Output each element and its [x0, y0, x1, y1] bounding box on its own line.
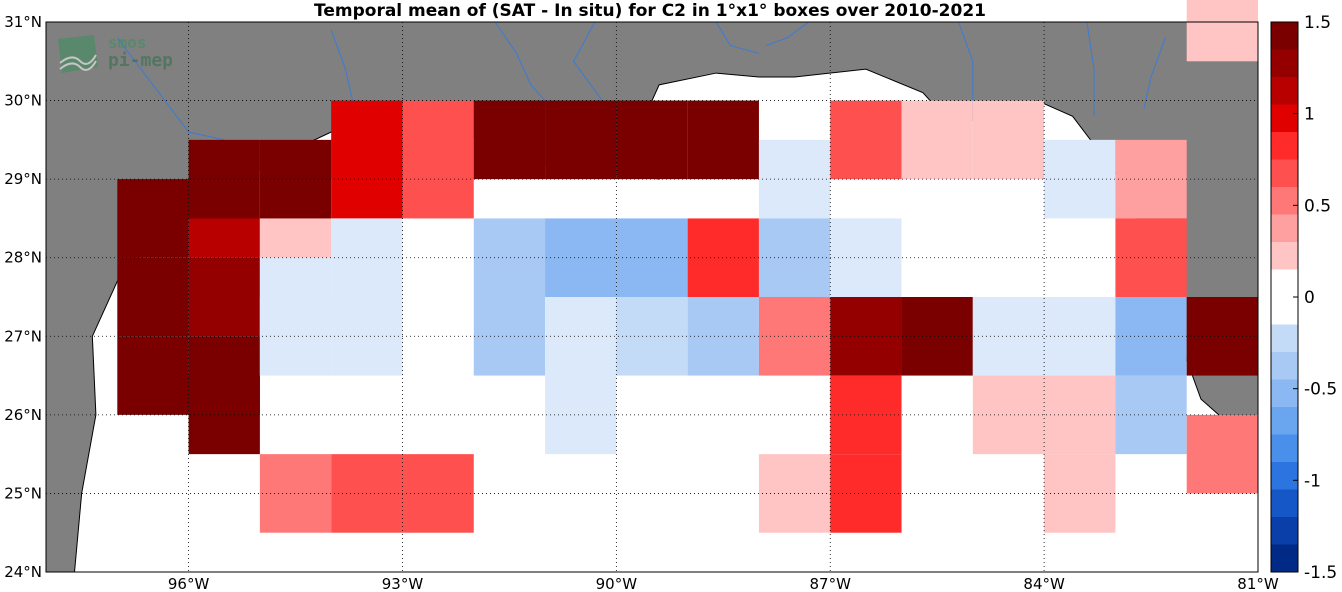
data-cell	[473, 297, 546, 376]
smos-pimep-logo: smos pi-mep	[54, 33, 194, 77]
x-tick-label: 90°W	[596, 575, 638, 592]
data-cell	[1044, 297, 1116, 376]
data-cell	[117, 336, 189, 415]
colorbar-segment	[1271, 352, 1298, 380]
data-cell	[188, 257, 260, 337]
colorbar-tick-label: 1.5	[1304, 13, 1331, 33]
data-cell	[473, 218, 546, 297]
data-cell	[545, 218, 617, 297]
colorbar-segment	[1271, 77, 1298, 105]
data-cell	[117, 179, 189, 258]
data-cell	[901, 100, 973, 180]
data-cell	[1186, 0, 1258, 62]
colorbar-tick-label: -1.5	[1304, 563, 1337, 583]
colorbar-tick-label: 1	[1304, 105, 1315, 125]
data-cell	[188, 139, 260, 219]
y-tick-label: 28°N	[4, 249, 42, 267]
colorbar-segment	[1271, 214, 1298, 242]
data-cell	[259, 139, 332, 219]
map-layer: 96°W 93°W 90°W 87°W 84°W 81°W 24°N 25°N 26°N 27°N…	[4, 0, 1279, 592]
colorbar-tick-label: 0	[1304, 288, 1315, 308]
river-line	[1143, 37, 1166, 109]
data-cell	[616, 100, 688, 180]
map-title: Temporal mean of (SAT - In situ) for C2 …	[314, 1, 986, 21]
y-tick-label: 26°N	[4, 406, 42, 424]
colorbar-tick-label: -1	[1304, 471, 1321, 491]
colorbar-segment	[1271, 49, 1298, 77]
colorbar-segment	[1271, 544, 1298, 572]
data-cell	[473, 100, 546, 180]
data-cell	[616, 297, 688, 376]
data-cell	[901, 297, 973, 376]
data-cell	[188, 375, 260, 455]
data-cell	[1186, 414, 1258, 494]
x-tick-label: 96°W	[168, 575, 210, 592]
y-tick-label: 25°N	[4, 484, 42, 502]
colorbar-segment	[1271, 379, 1298, 407]
data-cell	[545, 297, 617, 376]
map-frame	[45, 21, 1259, 573]
colorbar-tick-label: -0.5	[1304, 380, 1337, 400]
y-tick-label: 30°N	[4, 92, 42, 110]
data-cell	[259, 454, 332, 533]
colorbar-segment	[1271, 269, 1298, 297]
colorbar-segment	[1271, 187, 1298, 215]
colorbar-segment	[1271, 297, 1298, 325]
river-line	[494, 21, 553, 109]
data-cell	[545, 100, 617, 180]
data-cell	[545, 375, 617, 455]
logo-text-pimep: pi-mep	[108, 50, 174, 71]
data-cell	[972, 375, 1045, 455]
data-cell	[972, 297, 1045, 376]
y-tick-label: 31°N	[4, 13, 42, 31]
data-cell	[259, 297, 332, 376]
colorbar-segment	[1271, 22, 1298, 50]
colorbar-segment	[1271, 132, 1298, 160]
data-cell	[1044, 139, 1116, 219]
colorbar-segment	[1271, 489, 1298, 517]
data-cell	[1044, 454, 1116, 533]
logo-text-smos: smos	[108, 33, 147, 52]
colorbar-segment	[1271, 434, 1298, 462]
x-tick-label: 87°W	[810, 575, 852, 592]
colorbar-segment	[1271, 324, 1298, 352]
colorbar-tick-label: 0.5	[1304, 196, 1331, 216]
data-cell	[687, 100, 759, 180]
data-cell	[687, 218, 759, 297]
x-tick-label: 93°W	[382, 575, 424, 592]
colorbar-segment	[1271, 242, 1298, 270]
colorbar: 1.5 1 0.5 0 -0.5 -1 -1.5	[1270, 13, 1337, 583]
data-cell	[117, 257, 189, 337]
colorbar-segment	[1271, 462, 1298, 490]
y-tick-label: 27°N	[4, 327, 42, 345]
river-line	[330, 29, 354, 101]
x-tick-label: 84°W	[1023, 575, 1065, 592]
colorbar-segment	[1271, 407, 1298, 435]
colorbar-segment	[1271, 159, 1298, 187]
data-cell	[616, 218, 688, 297]
logo-mark-icon	[58, 35, 98, 73]
data-cell	[402, 100, 474, 180]
colorbar-segment	[1271, 104, 1298, 132]
river-line	[116, 37, 225, 141]
data-cell	[1044, 375, 1116, 455]
data-cell	[687, 297, 759, 376]
y-tick-label: 29°N	[4, 170, 42, 188]
x-tick-label: 81°W	[1237, 575, 1279, 592]
y-tick-label: 24°N	[4, 563, 42, 581]
river-line	[765, 21, 810, 47]
colorbar-segment	[1271, 517, 1298, 545]
river-line	[715, 21, 760, 54]
data-cell	[830, 100, 902, 180]
data-cell	[972, 100, 1045, 180]
river-line	[958, 21, 974, 109]
